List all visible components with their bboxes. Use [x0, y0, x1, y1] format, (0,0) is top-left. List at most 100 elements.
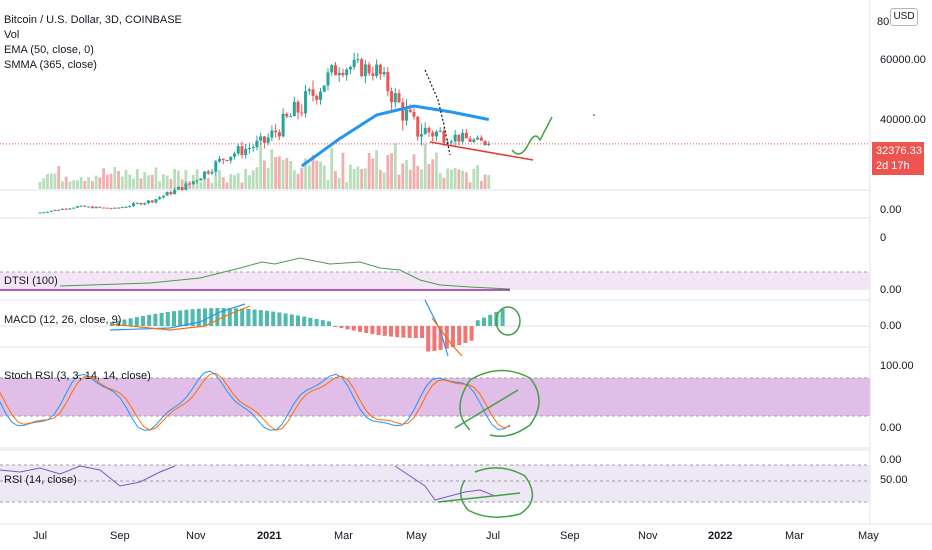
- macd-bar: [500, 309, 505, 326]
- candle: [87, 206, 91, 208]
- volume-bar: [135, 168, 139, 189]
- dtsi-legend: DTSI (100): [4, 275, 58, 287]
- macd-bar: [265, 310, 269, 326]
- candle-body: [311, 89, 315, 96]
- dtsi-line: [59, 257, 511, 290]
- candle-body: [225, 160, 229, 162]
- x-label-2021: 2021: [257, 530, 282, 542]
- volume-bar: [281, 160, 285, 189]
- support-trendline: [429, 141, 534, 161]
- volume-bar: [38, 181, 42, 189]
- macd-legend: MACD (12, 26, close, 9): [4, 314, 122, 326]
- candle-body: [251, 147, 255, 149]
- candle: [68, 208, 72, 210]
- candle: [367, 61, 371, 76]
- volume-bar: [334, 171, 337, 189]
- candle: [165, 191, 169, 196]
- volume-bar: [412, 154, 416, 189]
- candle-body: [453, 134, 457, 142]
- candle: [468, 135, 472, 143]
- candle: [180, 186, 184, 192]
- candle-body: [42, 212, 46, 214]
- volume-bar: [57, 166, 61, 189]
- volume-bar: [371, 158, 375, 189]
- macd-bar: [128, 318, 133, 326]
- volume-bar: [483, 174, 487, 189]
- candle-body: [102, 207, 106, 209]
- candle: [352, 52, 356, 70]
- last-price-tag: 32376.33 2d 17h: [872, 142, 924, 175]
- candle-body: [72, 207, 76, 209]
- volume-bar: [420, 169, 423, 189]
- candle-body: [184, 183, 188, 190]
- volume-bar: [319, 161, 322, 189]
- volume-bar: [274, 157, 278, 189]
- macd-bar: [339, 326, 344, 329]
- volume-bar: [487, 175, 491, 189]
- candle: [72, 207, 76, 209]
- volume-bar: [98, 177, 102, 189]
- volume-bar: [83, 180, 87, 189]
- candle-body: [49, 210, 53, 212]
- candle: [337, 67, 341, 82]
- volume-bar: [476, 165, 479, 189]
- volume-bar: [375, 150, 378, 189]
- rsi-axis-top: 0.00: [880, 454, 902, 466]
- volume-bar: [233, 175, 236, 189]
- candle-body: [90, 206, 94, 209]
- candle: [135, 202, 139, 204]
- volume-bar: [405, 160, 408, 189]
- candle-body: [457, 134, 461, 142]
- candle: [90, 205, 94, 209]
- stoch-d-line: [0, 372, 511, 431]
- candle-body: [371, 73, 375, 76]
- volume-bar: [461, 170, 465, 189]
- price-axis-60000: 60000.00: [880, 54, 926, 66]
- volume-bar: [255, 167, 259, 189]
- candle-body: [419, 134, 423, 137]
- candle: [79, 205, 83, 207]
- candle-body: [210, 171, 214, 174]
- candle-body: [382, 71, 386, 75]
- macd-bar: [395, 326, 400, 338]
- macd-bar: [147, 314, 152, 326]
- candle-series: [38, 52, 491, 214]
- volume-bar: [416, 165, 420, 189]
- macd-bar: [308, 317, 313, 326]
- candle: [296, 99, 300, 120]
- candle-body: [161, 195, 165, 198]
- candle-body: [165, 191, 169, 196]
- candle-body: [341, 72, 345, 76]
- volume-bar: [240, 182, 244, 189]
- candle: [57, 209, 61, 211]
- candle-body: [180, 187, 184, 190]
- candle: [176, 186, 180, 190]
- volume-bar: [203, 175, 206, 189]
- candle-body: [319, 91, 322, 100]
- volume-bar: [244, 168, 248, 189]
- candle: [128, 205, 132, 208]
- stoch-axis-top: 100.00: [880, 360, 914, 372]
- volume-bar: [49, 173, 53, 189]
- volume-bar: [79, 177, 83, 189]
- volume-bar: [147, 175, 150, 189]
- volume-bar: [292, 170, 296, 189]
- candle: [401, 98, 405, 131]
- macd-bar: [438, 326, 443, 350]
- x-label-jul-2020: Jul: [33, 530, 48, 542]
- stoch-axis-bottom: 0.00: [880, 422, 902, 434]
- stoch-k-line: [0, 370, 511, 431]
- projection-drawing: [511, 116, 553, 155]
- candle-body: [124, 206, 128, 208]
- candle-body: [360, 59, 364, 77]
- candle-body: [438, 130, 442, 132]
- macd-bar: [252, 309, 257, 326]
- macd-bar: [482, 317, 486, 326]
- volume-bar: [386, 154, 390, 189]
- candle: [322, 85, 326, 93]
- candle: [363, 59, 367, 84]
- macd-bar: [302, 316, 307, 326]
- candle-body: [281, 113, 285, 137]
- currency-button[interactable]: USD: [890, 8, 918, 26]
